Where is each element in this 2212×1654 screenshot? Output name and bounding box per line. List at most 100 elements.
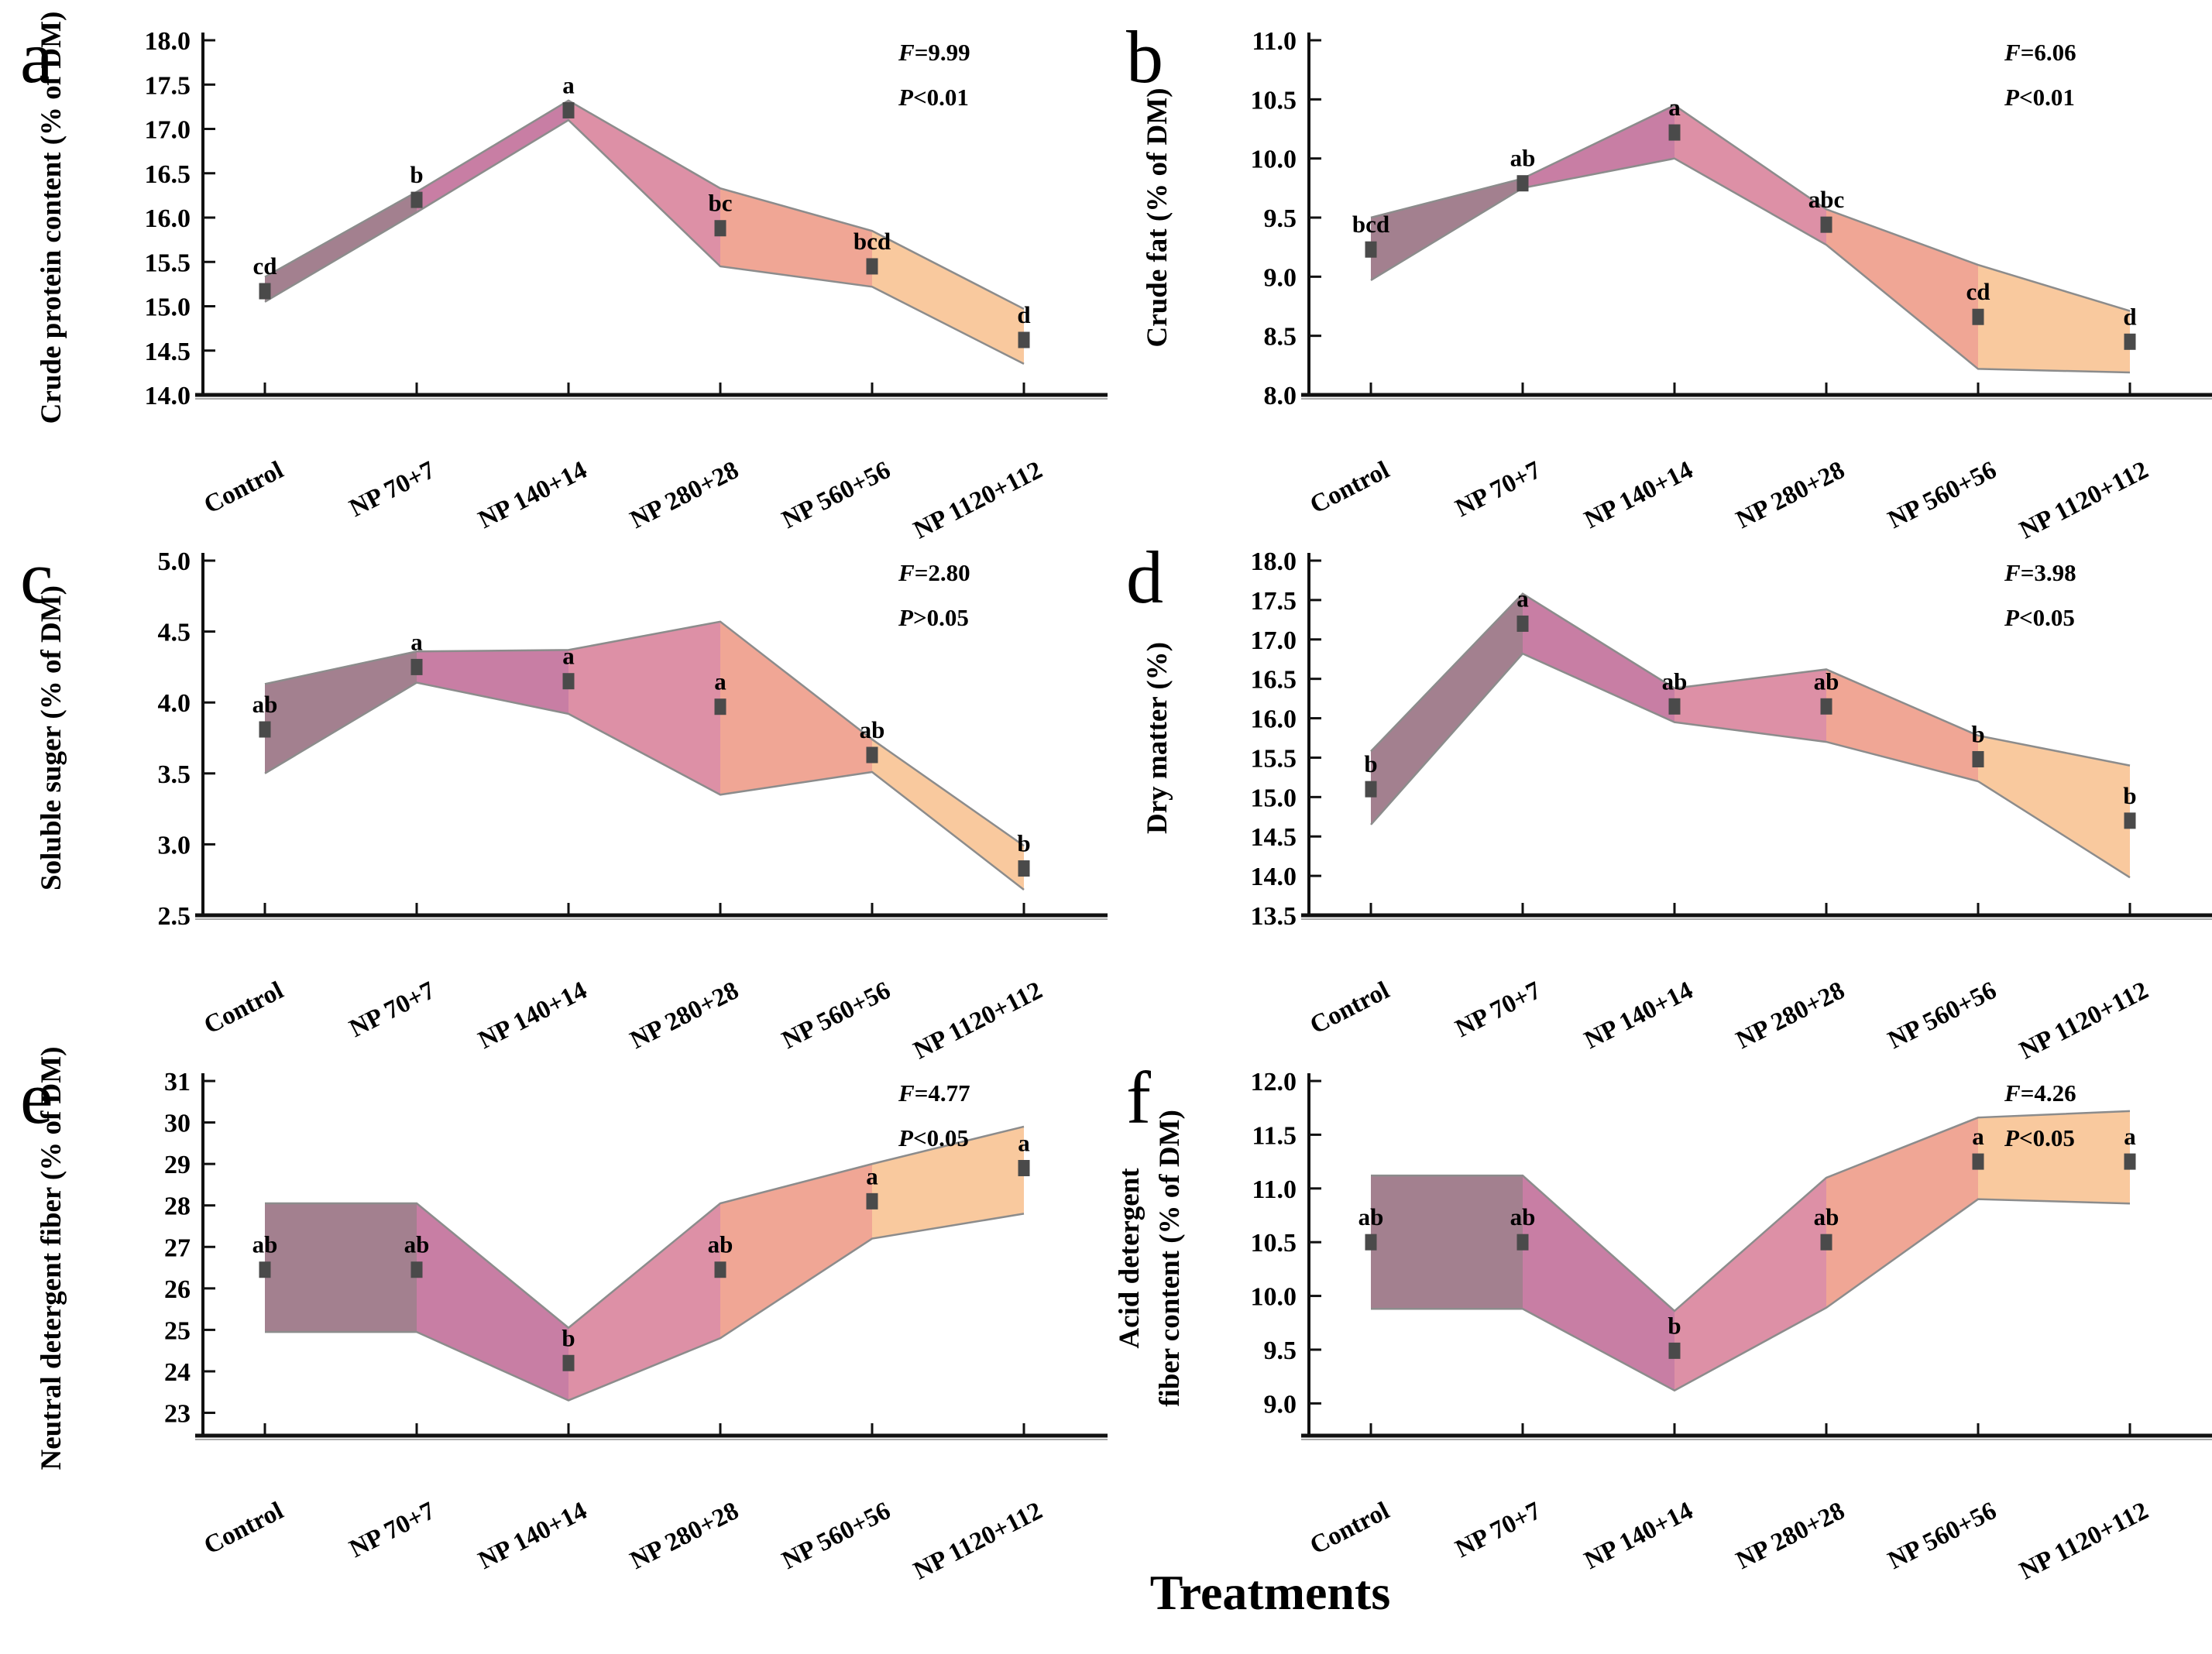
band-segment (265, 1203, 417, 1333)
panel-letter: e (20, 1056, 53, 1139)
data-point-marker (1018, 860, 1030, 877)
panel-a-chart: 14.0 14.5 15.0 15.5 16.0 16.5 17.0 17.5 18.0 Cont… (20, 12, 1108, 544)
significance-letter: a (562, 643, 575, 670)
y-axis-label: Dry matter (%) (1142, 642, 1173, 834)
band-lower-edge (264, 118, 1025, 365)
f-statistic-symbol: F (898, 1079, 915, 1107)
y-tick-label: 29 (164, 1151, 191, 1179)
p-value-symbol: P (898, 84, 914, 111)
y-tick-label: 17.0 (1251, 626, 1297, 655)
panel-letter: d (1126, 536, 1163, 619)
y-tick-label: 9.5 (1264, 1337, 1297, 1365)
data-point-marker (562, 1354, 575, 1371)
band-segment (1978, 1110, 2130, 1204)
y-tick-label: 8.0 (1264, 382, 1297, 410)
significance-letter: b (1668, 1312, 1681, 1339)
f-statistic: F=4.77 (898, 1079, 970, 1107)
y-tick-label: 10.0 (1251, 146, 1297, 174)
y-tick-label: 17.5 (1251, 587, 1297, 616)
p-value-value: <0.05 (913, 1124, 969, 1151)
significance-letter: ab (1358, 1203, 1384, 1230)
data-point-marker (1516, 1234, 1529, 1251)
y-tick-label: 11.0 (1252, 27, 1297, 56)
y-tick-label: 4.0 (158, 689, 191, 718)
band-segment (1371, 178, 1523, 280)
band-upper-edge (264, 99, 1025, 311)
significance-letter: cd (1966, 278, 1990, 305)
f-statistic-value: =3.98 (2021, 559, 2076, 586)
significance-letter: a (1972, 1123, 1984, 1150)
f-statistic-value: =4.26 (2021, 1079, 2076, 1107)
x-tick-label: NP 70+7 (1451, 976, 1545, 1043)
data-point-marker (1972, 308, 1984, 325)
y-tick-label: 14.0 (1251, 863, 1297, 891)
band-segment (1978, 265, 2130, 372)
y-tick-label: 8.5 (1264, 323, 1297, 352)
p-value-value: <0.05 (2019, 1124, 2075, 1151)
x-tick-label: NP 70+7 (345, 1497, 439, 1563)
significance-letter: d (2123, 303, 2136, 330)
y-axis-label: Neutral detergent fiber (% of DM) (36, 1047, 67, 1470)
panel-e: 23 24 25 26 27 28 29 30 31 Control NP 70+7 NP 140+1… (0, 1041, 1108, 1585)
band-segment (265, 191, 417, 302)
f-statistic: F=4.26 (2004, 1079, 2076, 1107)
data-point-marker (410, 658, 423, 675)
x-axis-title: Treatments (1149, 1565, 1391, 1620)
data-point-marker (410, 191, 423, 208)
y-tick-label: 27 (164, 1234, 191, 1262)
significance-letter: ab (708, 1231, 733, 1258)
f-statistic-value: =4.77 (915, 1079, 970, 1107)
y-tick-label: 18.0 (145, 27, 191, 56)
significance-letter: cd (253, 252, 277, 280)
significance-letter: a (714, 668, 726, 695)
y-tick-label: 14.0 (145, 382, 191, 410)
band-segment (1674, 1177, 1826, 1391)
y-tick-label: 4.5 (158, 619, 191, 647)
y-tick-label: 9.0 (1264, 263, 1297, 292)
x-tick-label: NP 70+7 (345, 976, 439, 1043)
band-segment (1371, 1175, 1523, 1309)
panel-letter: f (1126, 1056, 1151, 1139)
y-tick-label: 13.5 (1251, 902, 1297, 931)
data-point-marker (866, 1192, 878, 1210)
band-segment (720, 188, 872, 287)
y-axis-label: fiber content (% of DM) (1154, 1110, 1186, 1407)
panel-f: 9.0 9.5 10.0 10.5 11.0 11.5 12.0 Control NP 70+7… (1106, 1041, 2212, 1585)
significance-letter: bcd (1352, 211, 1389, 238)
data-point-marker (1820, 216, 1832, 233)
panel-grid: 14.0 14.5 15.0 15.5 16.0 16.5 17.0 17.5 18.0 Cont… (0, 0, 2212, 1585)
x-tick-label: Control (1306, 1497, 1394, 1560)
f-statistic-symbol: F (898, 39, 915, 66)
data-point-marker (259, 1261, 271, 1278)
band-upper-edge (264, 620, 1025, 847)
f-statistic-symbol: F (2004, 1079, 2021, 1107)
significance-letter: a (1516, 585, 1529, 612)
figure-footer: Treatments (0, 1561, 2212, 1654)
band-segment (720, 621, 872, 795)
p-value-symbol: P (2004, 84, 2020, 111)
band-segment (568, 1203, 720, 1401)
panel-d-chart: 13.5 14.0 14.5 15.0 15.5 16.0 16.5 17.0 17.5 18.0… (1126, 536, 2212, 1065)
band-segment (1826, 209, 1978, 369)
significance-letter: abc (1808, 186, 1845, 213)
y-axis-label: Acid detergent (1114, 1168, 1146, 1349)
f-statistic-value: =6.06 (2021, 39, 2076, 66)
data-point-marker (259, 721, 271, 738)
band-lower-edge (1370, 652, 2131, 879)
band-upper-edge (265, 1125, 1025, 1330)
significance-letter: ab (1510, 1203, 1536, 1230)
f-statistic-symbol: F (898, 559, 915, 586)
y-tick-label: 31 (164, 1068, 191, 1096)
p-value-value: <0.05 (2019, 604, 2075, 631)
panel-b: 8.0 8.5 9.0 9.5 10.0 10.5 11.0 Control NP 70+7 NP… (1106, 0, 2212, 544)
f-statistic-symbol: F (2004, 39, 2021, 66)
y-tick-label: 12.0 (1251, 1068, 1297, 1096)
band-upper-edge (1370, 104, 2131, 312)
significance-letter: ab (1814, 1203, 1839, 1230)
data-point-marker (1018, 331, 1030, 348)
band-segment (568, 100, 720, 266)
significance-letter: a (1018, 1129, 1030, 1156)
f-statistic: F=3.98 (2004, 559, 2076, 586)
